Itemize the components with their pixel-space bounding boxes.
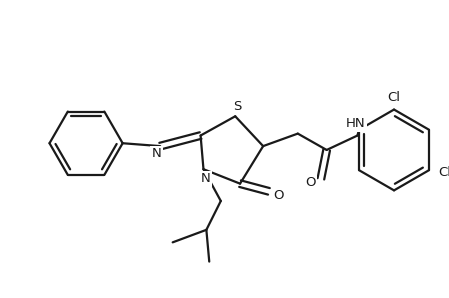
Text: N: N <box>151 147 161 160</box>
Text: N: N <box>201 172 210 185</box>
Text: Cl: Cl <box>438 166 449 179</box>
Text: S: S <box>233 100 242 113</box>
Text: O: O <box>273 189 284 202</box>
Text: HN: HN <box>346 117 365 131</box>
Text: Cl: Cl <box>387 91 401 105</box>
Text: O: O <box>305 176 316 189</box>
